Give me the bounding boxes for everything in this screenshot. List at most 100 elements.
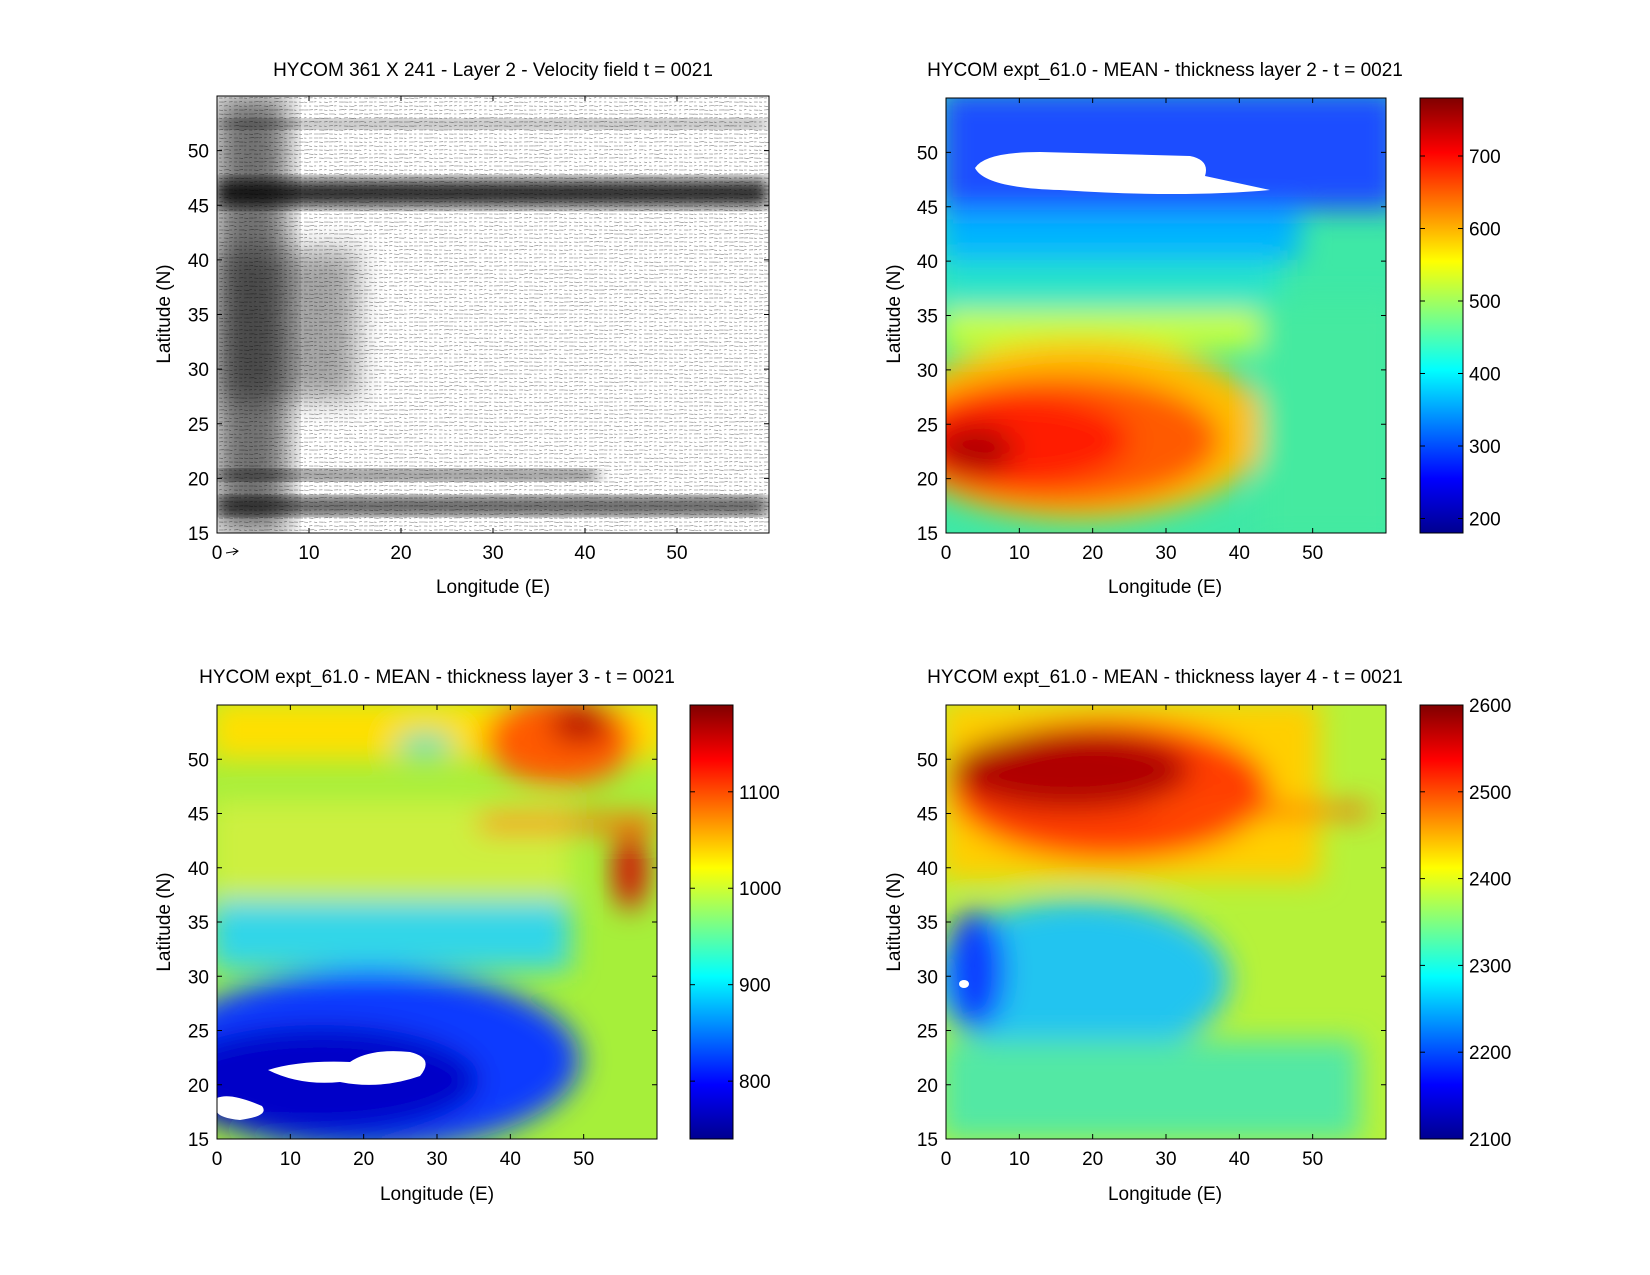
x-tick-label: 20: [1082, 543, 1103, 564]
panel-thickness-layer2: HYCOM expt_61.0 - MEAN - thickness layer…: [884, 60, 1501, 598]
quiver-field: [217, 96, 769, 533]
x-tick-label: 30: [1155, 543, 1176, 564]
x-axis-label: Longitude (E): [1108, 1184, 1222, 1205]
y-axis-label: Latitude (N): [154, 264, 175, 363]
y-axis-label: Latitude (N): [884, 264, 905, 363]
colorbar: [689, 704, 734, 1140]
x-tick-label: 40: [574, 543, 595, 564]
y-tick-label: 25: [917, 1022, 938, 1043]
colorbar-tick-label: 2600: [1469, 696, 1511, 717]
panel-thickness-layer3: HYCOM expt_61.0 - MEAN - thickness layer…: [154, 667, 781, 1205]
x-tick-label: 40: [500, 1149, 521, 1170]
x-tick-label: 20: [353, 1149, 374, 1170]
colorbar-ticks: 200 300 400 500 600 700: [1420, 147, 1501, 531]
x-tick-label: 20: [1082, 1149, 1103, 1170]
panel-velocity: HYCOM 361 X 241 - Layer 2 - Velocity fie…: [154, 60, 770, 598]
y-tick-label: 50: [188, 750, 209, 771]
masked-region: [217, 1096, 264, 1120]
y-tick-label: 35: [917, 307, 938, 328]
y-tick-label: 15: [188, 524, 209, 545]
y-tick-label: 20: [188, 1076, 209, 1097]
reference-arrow: [225, 547, 239, 556]
colorbar-tick-label: 2100: [1469, 1130, 1511, 1151]
y-tick-label: 40: [188, 859, 209, 880]
colorbar-tick-label: 800: [739, 1072, 771, 1093]
colorbar-tick-label: 2400: [1469, 870, 1511, 891]
y-tick-label: 40: [188, 251, 209, 272]
x-tick-label: 50: [1302, 543, 1323, 564]
y-tick-label: 20: [917, 1076, 938, 1097]
colorbar-tick-label: 2500: [1469, 783, 1511, 804]
x-tick-label: 0: [212, 1149, 223, 1170]
x-axis-label: Longitude (E): [380, 1184, 494, 1205]
axes-layer4: 0 10 20 30 40 50 15 20 25 30 35 40 45 50: [917, 705, 1386, 1170]
y-tick-label: 35: [188, 306, 209, 327]
colorbar-tick-label: 300: [1469, 437, 1501, 458]
x-tick-label: 40: [1229, 1149, 1250, 1170]
x-tick-label: 40: [1229, 543, 1250, 564]
colorbar: [1419, 704, 1464, 1140]
colorbar-ticks: 2100 2200 2300 2400 2500 2600: [1420, 696, 1511, 1151]
y-tick-label: 40: [917, 859, 938, 880]
y-tick-label: 15: [917, 524, 938, 545]
axes-layer3: 0 10 20 30 40 50 15 20 25 30 35 40 45 50: [188, 705, 657, 1170]
colorbar-tick-label: 2300: [1469, 956, 1511, 977]
y-tick-label: 30: [917, 361, 938, 382]
chart-title: HYCOM 361 X 241 - Layer 2 - Velocity fie…: [273, 60, 713, 81]
x-tick-label: 30: [482, 543, 503, 564]
x-tick-label: 0: [212, 543, 223, 564]
y-tick-label: 20: [188, 469, 209, 490]
x-tick-label: 30: [426, 1149, 447, 1170]
masked-region: [268, 1051, 426, 1085]
x-tick-label: 0: [941, 543, 952, 564]
thickness-field: [217, 705, 657, 1139]
chart-title: HYCOM expt_61.0 - MEAN - thickness layer…: [199, 667, 675, 688]
colorbar-tick-label: 600: [1469, 220, 1501, 241]
y-axis-label: Latitude (N): [884, 872, 905, 971]
dense-vector-bands: [217, 96, 769, 533]
y-tick-label: 15: [188, 1130, 209, 1151]
colorbar-tick-label: 200: [1469, 510, 1501, 531]
x-tick-label: 10: [1009, 543, 1030, 564]
x-tick-label: 50: [666, 543, 687, 564]
x-tick-label: 50: [573, 1149, 594, 1170]
thickness-field: [946, 705, 1386, 1139]
chart-title: HYCOM expt_61.0 - MEAN - thickness layer…: [927, 667, 1403, 688]
colorbar: [1419, 97, 1464, 534]
x-tick-label: 10: [298, 543, 319, 564]
y-tick-label: 50: [917, 750, 938, 771]
y-tick-label: 30: [188, 967, 209, 988]
y-tick-label: 30: [917, 967, 938, 988]
x-axis-label: Longitude (E): [436, 577, 550, 598]
colorbar-tick-label: 700: [1469, 147, 1501, 168]
y-tick-label: 40: [917, 252, 938, 273]
chart-title: HYCOM expt_61.0 - MEAN - thickness layer…: [927, 60, 1403, 81]
y-tick-label: 45: [188, 196, 209, 217]
y-tick-label: 50: [188, 142, 209, 163]
y-tick-label: 45: [188, 805, 209, 826]
y-tick-label: 35: [917, 913, 938, 934]
colorbar-ticks: 800 900 1000 1100: [690, 783, 781, 1093]
colorbar-tick-label: 500: [1469, 292, 1501, 313]
masked-region: [959, 980, 969, 988]
axes-layer2: 0 10 20 30 40 50 15 20 25 30 35 40 45 50: [917, 98, 1386, 564]
y-axis-label: Latitude (N): [154, 872, 175, 971]
x-tick-label: 50: [1302, 1149, 1323, 1170]
x-tick-label: 0: [941, 1149, 952, 1170]
y-tick-label: 45: [917, 198, 938, 219]
colorbar-tick-label: 2200: [1469, 1043, 1511, 1064]
x-tick-label: 10: [280, 1149, 301, 1170]
x-axis-label: Longitude (E): [1108, 577, 1222, 598]
y-tick-label: 35: [188, 913, 209, 934]
x-tick-label: 10: [1009, 1149, 1030, 1170]
x-tick-label: 30: [1155, 1149, 1176, 1170]
y-tick-label: 30: [188, 360, 209, 381]
colorbar-tick-label: 1000: [739, 879, 781, 900]
colorbar-tick-label: 1100: [739, 783, 780, 804]
y-tick-label: 25: [188, 415, 209, 436]
y-tick-label: 45: [917, 805, 938, 826]
y-tick-label: 20: [917, 470, 938, 491]
axes-velocity: 0 10 20 30 40 50 15 20 25 30 35 40 45 50: [188, 96, 769, 564]
colorbar-tick-label: 900: [739, 976, 771, 997]
